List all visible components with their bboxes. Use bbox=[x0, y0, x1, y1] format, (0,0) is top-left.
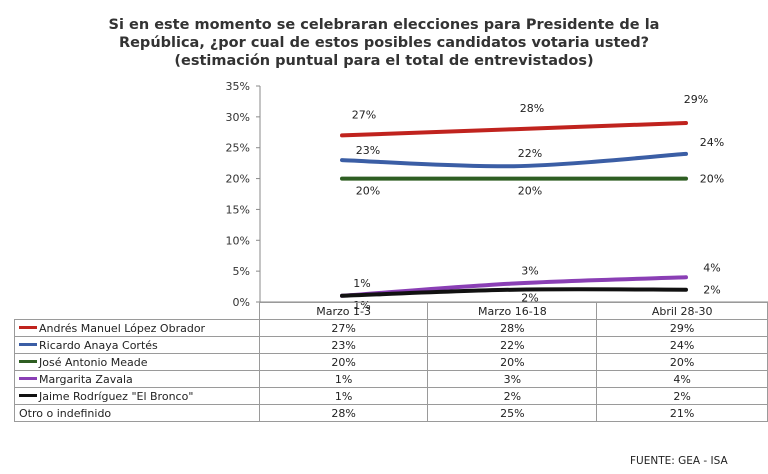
title-line-3: (estimación puntual para el total de ent… bbox=[174, 53, 594, 69]
legend-key bbox=[19, 377, 37, 380]
column-header: Marzo 1-3 bbox=[258, 302, 429, 320]
data-label: 29% bbox=[684, 93, 708, 106]
series-label-cell: José Antonio Meade bbox=[14, 353, 260, 371]
series-line-ricardo-anaya-cortes bbox=[340, 151, 688, 169]
value-cell: 20% bbox=[258, 353, 429, 371]
data-label: 20% bbox=[700, 173, 724, 186]
data-label: 1% bbox=[353, 277, 370, 290]
data-table: Marzo 1-3 Marzo 16-18 Abril 28-30 Andrés… bbox=[14, 302, 768, 422]
data-point bbox=[340, 133, 344, 137]
value-cell: 22% bbox=[427, 336, 598, 354]
data-label: 22% bbox=[518, 147, 542, 160]
data-label: 2% bbox=[703, 284, 720, 297]
title-line-2: República, ¿por cual de estos posibles c… bbox=[118, 35, 650, 51]
series-name: Margarita Zavala bbox=[39, 372, 133, 386]
source-note: FUENTE: GEA - ISA bbox=[630, 455, 728, 467]
data-point bbox=[684, 177, 688, 181]
data-point bbox=[684, 288, 688, 292]
y-tick-label: 15% bbox=[226, 203, 250, 216]
value-cell: 2% bbox=[596, 387, 768, 405]
table-row: Margarita Zavala 1% 3% 4% bbox=[14, 370, 768, 388]
data-label: 24% bbox=[700, 136, 724, 149]
data-label: 28% bbox=[520, 102, 544, 115]
y-tick-label: 0% bbox=[233, 296, 250, 309]
y-tick-label: 5% bbox=[233, 265, 250, 278]
y-tick-label: 30% bbox=[226, 111, 250, 124]
data-label: 27% bbox=[352, 108, 376, 121]
data-point bbox=[684, 121, 688, 125]
value-cell: 3% bbox=[427, 370, 598, 388]
table-row: Andrés Manuel López Obrador 27% 28% 29% bbox=[14, 319, 768, 337]
value-cell: 29% bbox=[596, 319, 768, 337]
value-cell: 28% bbox=[427, 319, 598, 337]
title-line-1: Si en este momento se celebraran eleccio… bbox=[108, 17, 660, 33]
series-label-cell: Andrés Manuel López Obrador bbox=[14, 319, 260, 337]
value-cell: 24% bbox=[596, 336, 768, 354]
value-cell: 21% bbox=[596, 404, 768, 422]
data-point bbox=[340, 294, 344, 298]
value-cell: 20% bbox=[596, 353, 768, 371]
y-tick-label: 25% bbox=[226, 142, 250, 155]
table-row: Otro o indefinido 28% 25% 21% bbox=[14, 404, 768, 422]
data-point bbox=[512, 282, 516, 285]
data-point bbox=[684, 275, 688, 279]
data-label: 3% bbox=[521, 265, 538, 278]
y-tick-label: 20% bbox=[226, 173, 250, 186]
table-row: José Antonio Meade 20% 20% 20% bbox=[14, 353, 768, 371]
column-header: Abril 28-30 bbox=[596, 302, 768, 320]
data-point bbox=[340, 158, 344, 162]
series-name: Ricardo Anaya Cortés bbox=[39, 338, 158, 352]
series-name: Andrés Manuel López Obrador bbox=[39, 321, 206, 335]
series-label-cell: Margarita Zavala bbox=[14, 370, 260, 388]
data-point bbox=[512, 164, 516, 168]
value-cell: 2% bbox=[427, 387, 598, 405]
data-point bbox=[512, 177, 516, 181]
legend-key bbox=[19, 360, 37, 363]
table-row: Jaime Rodríguez "El Bronco" 1% 2% 2% bbox=[14, 387, 768, 405]
data-point bbox=[512, 127, 516, 131]
value-cell: 1% bbox=[258, 387, 429, 405]
legend-key bbox=[19, 343, 37, 346]
data-label: 4% bbox=[703, 261, 720, 274]
value-cell: 27% bbox=[258, 319, 429, 337]
data-label: 20% bbox=[356, 185, 380, 198]
data-point bbox=[512, 288, 516, 292]
series-name: José Antonio Meade bbox=[39, 355, 148, 369]
y-tick-label: 35% bbox=[226, 80, 250, 93]
table-header-row: Marzo 1-3 Marzo 16-18 Abril 28-30 bbox=[15, 302, 768, 320]
y-tick-label: 10% bbox=[226, 234, 250, 247]
data-label: 2% bbox=[521, 292, 538, 305]
value-cell: 23% bbox=[258, 336, 429, 354]
chart-title: Si en este momento se celebraran eleccio… bbox=[0, 16, 768, 70]
legend-key bbox=[19, 326, 37, 329]
value-cell: 28% bbox=[258, 404, 429, 422]
value-cell: 25% bbox=[427, 404, 598, 422]
table-row: Ricardo Anaya Cortés 23% 22% 24% bbox=[14, 336, 768, 354]
table-corner bbox=[15, 303, 260, 320]
value-cell: 4% bbox=[596, 370, 768, 388]
table-body: Andrés Manuel López Obrador 27% 28% 29% Rica… bbox=[14, 319, 768, 422]
value-cell: 20% bbox=[427, 353, 598, 371]
column-header: Marzo 16-18 bbox=[427, 302, 598, 320]
series-label-cell: Jaime Rodríguez "El Bronco" bbox=[14, 387, 260, 405]
value-cell: 1% bbox=[258, 370, 429, 388]
series-name: Otro o indefinido bbox=[19, 406, 112, 420]
data-point bbox=[684, 152, 688, 156]
data-label: 23% bbox=[356, 144, 380, 157]
data-point bbox=[340, 177, 344, 181]
series-name: Jaime Rodríguez "El Bronco" bbox=[39, 389, 194, 403]
legend-key bbox=[19, 394, 37, 397]
series-label-cell: Ricardo Anaya Cortés bbox=[14, 336, 260, 354]
series-label-cell: Otro o indefinido bbox=[14, 404, 260, 422]
data-label: 20% bbox=[518, 185, 542, 198]
